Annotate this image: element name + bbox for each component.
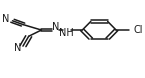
Text: NH: NH — [59, 28, 74, 38]
Text: N: N — [2, 15, 9, 24]
Text: Cl: Cl — [134, 25, 143, 35]
Text: N: N — [52, 22, 59, 32]
Text: N: N — [14, 43, 22, 53]
